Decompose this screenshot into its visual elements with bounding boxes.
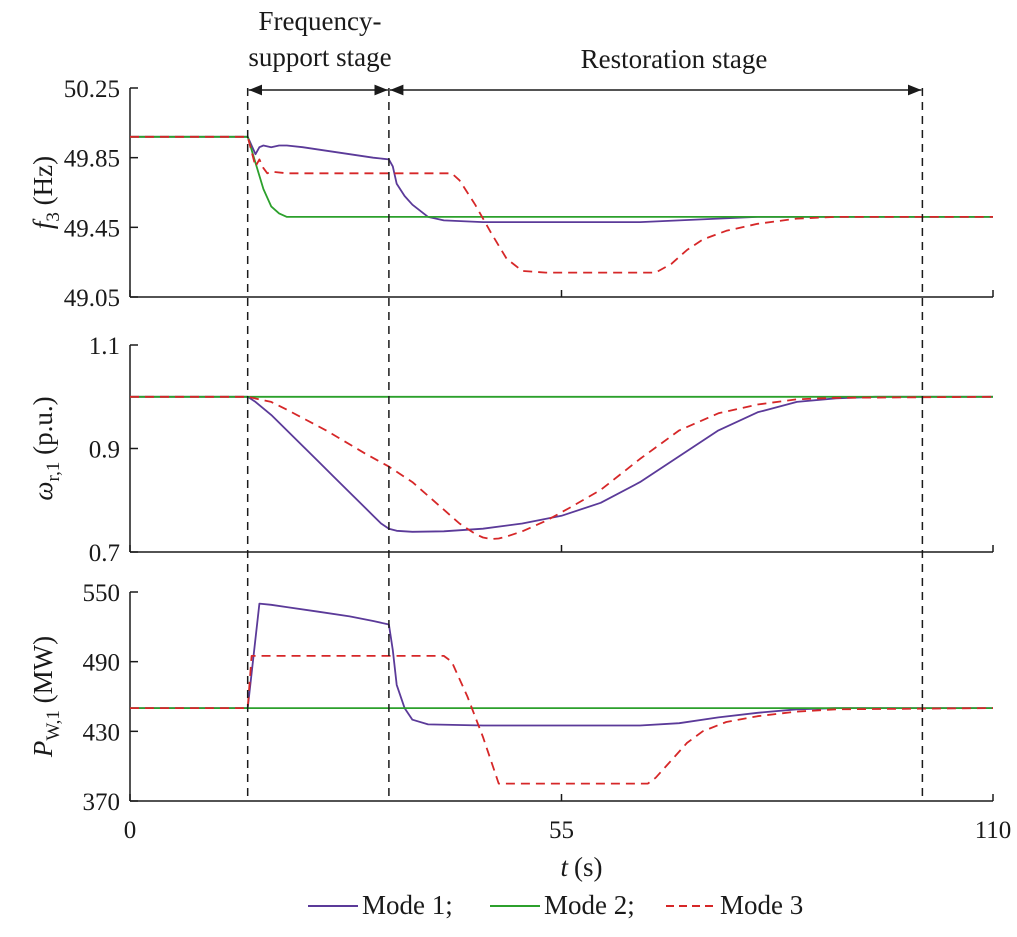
y-tick-label: 550 — [83, 580, 121, 607]
series-line-mode-3 — [130, 655, 994, 785]
plot-panels: 50.25 49.85 49.45 49.05 f3 (Hz) 1.1 0.9 0.7 ωr,1… — [28, 76, 994, 816]
y-tick-label: 1.1 — [89, 333, 120, 360]
stage-label-frequency-support-line1: Frequency- — [259, 6, 382, 36]
series-line-mode-1 — [130, 135, 993, 224]
y-tick-label: 49.85 — [64, 146, 120, 173]
y-axis-label: ωr,1 (p.u.) — [28, 396, 64, 500]
y-tick-label: 370 — [83, 789, 121, 816]
series-line-mode-3 — [130, 135, 993, 274]
legend-label-2: Mode 2; — [544, 890, 635, 920]
x-tick-label: 110 — [975, 817, 1012, 844]
x-tick-label: 55 — [549, 817, 574, 844]
y-tick-label: 49.45 — [64, 215, 120, 242]
legend-label-3: Mode 3 — [720, 890, 803, 920]
x-axis-unit: (s) — [574, 852, 603, 882]
y-axis-label: PW,1 (MW) — [28, 636, 64, 758]
series-line-mode-3 — [130, 395, 994, 540]
x-axis-label: t — [560, 852, 569, 882]
y-tick-label: 49.05 — [64, 285, 120, 312]
panel-2: 1.1 0.9 0.7 ωr,1 (p.u.) — [28, 333, 994, 567]
panel-3: 550 490 430 370 PW,1 (MW) — [28, 580, 994, 816]
x-tick-label: 0 — [124, 817, 137, 844]
x-axis: t (s) 0 55 110 — [124, 817, 1012, 882]
y-tick-label: 490 — [83, 650, 121, 677]
stage-label-restoration: Restoration stage — [581, 44, 768, 74]
y-tick-label: 0.7 — [89, 540, 120, 567]
y-tick-label: 0.9 — [89, 437, 120, 464]
legend: Mode 1; Mode 2; Mode 3 — [308, 890, 803, 920]
y-tick-label: 50.25 — [64, 76, 120, 103]
y-axis-label: f3 (Hz) — [28, 156, 64, 229]
series-line-mode-1 — [130, 395, 993, 533]
legend-label-1: Mode 1; — [362, 890, 453, 920]
stage-label-frequency-support-line2: support stage — [248, 42, 391, 72]
stage-boundary-lines — [246, 84, 924, 801]
panel-1: 50.25 49.85 49.45 49.05 f3 (Hz) — [28, 76, 994, 312]
y-tick-label: 430 — [83, 719, 121, 746]
stage-annotations: Frequency- support stage Restoration sta… — [248, 6, 767, 74]
